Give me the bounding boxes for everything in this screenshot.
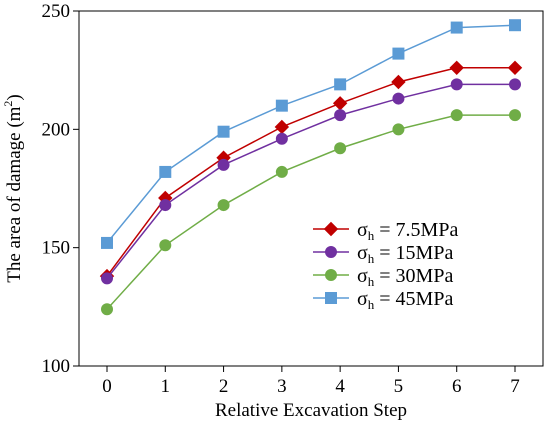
data-point [334, 109, 347, 122]
legend-item: σh = 15MPa [313, 242, 453, 266]
series-line [106, 24, 516, 244]
legend-label: σh = 7.5MPa [357, 219, 458, 243]
data-point [392, 47, 405, 60]
data-point [334, 78, 347, 91]
data-point [392, 123, 405, 136]
legend-swatch-marker [325, 246, 337, 258]
series-0 [99, 60, 523, 284]
data-point [392, 92, 405, 105]
y-axis-label-sup: 2 [1, 101, 15, 107]
legend-value: = 7.5MPa [374, 219, 458, 241]
legend-sigma: σ [357, 265, 368, 287]
data-point [391, 74, 406, 90]
data-point [274, 119, 290, 135]
y-tick-label: 150 [42, 238, 71, 259]
legend-label: σh = 45MPa [357, 288, 453, 312]
data-point [101, 272, 113, 285]
y-tick-label: 100 [42, 356, 71, 377]
legend-label: σh = 15MPa [357, 242, 453, 266]
series-1 [101, 78, 521, 285]
legend-subscript: h [368, 228, 375, 243]
series-2 [101, 109, 521, 316]
data-point [507, 60, 523, 76]
legend-sigma: σ [357, 219, 368, 241]
data-point [449, 60, 464, 76]
x-tick-label: 5 [394, 376, 404, 397]
legend-item: σh = 30MPa [313, 265, 453, 289]
y-tick-label: 200 [42, 119, 71, 140]
data-point [101, 303, 113, 316]
data-point [450, 21, 463, 34]
data-point [450, 109, 463, 122]
legend-sigma: σ [357, 288, 368, 310]
series-line [106, 83, 515, 279]
x-tick-label: 0 [102, 376, 112, 397]
y-axis-label-main: The area of damage (m [4, 106, 25, 282]
data-point [509, 78, 521, 91]
data-point [101, 236, 113, 249]
legend-label: σh = 30MPa [357, 265, 453, 289]
data-point [217, 125, 230, 138]
data-point [509, 19, 521, 32]
data-point [217, 199, 230, 212]
x-tick-label: 1 [161, 376, 171, 397]
data-point [159, 165, 172, 178]
x-axis-label: Relative Excavation Step [215, 400, 407, 421]
data-point [159, 239, 172, 252]
series-line [106, 114, 515, 310]
y-tick-label: 250 [42, 1, 71, 22]
legend-item: σh = 7.5MPa [313, 219, 458, 243]
data-point [275, 165, 288, 178]
series-layer [99, 19, 523, 316]
plot-frame [78, 10, 544, 367]
legend-value: = 15MPa [374, 242, 453, 264]
x-tick-label: 6 [452, 376, 462, 397]
legend-value: = 30MPa [374, 265, 453, 287]
legend-value: = 45MPa [374, 288, 453, 310]
legend-swatch-marker [325, 292, 337, 304]
legend-sigma: σ [357, 242, 368, 264]
data-point [509, 109, 521, 122]
legend-subscript: h [368, 297, 375, 312]
axis-ticks: 100 150 200 250 0 1 2 3 4 5 6 7 [42, 1, 520, 397]
series-line [106, 67, 515, 277]
x-tick-label: 3 [277, 376, 287, 397]
legend-swatch-marker [325, 269, 337, 281]
series-3 [101, 19, 521, 249]
plot-border [78, 10, 544, 367]
data-point [334, 142, 347, 155]
data-point [275, 132, 288, 145]
legend-item: σh = 45MPa [313, 288, 453, 312]
y-axis-label: The area of damage (m2) [1, 94, 25, 283]
legend-swatch-marker [323, 221, 339, 237]
y-axis-label-close: ) [4, 94, 25, 100]
data-point [159, 199, 172, 212]
legend-subscript: h [368, 251, 375, 266]
data-point [450, 78, 463, 91]
x-tick-label: 4 [335, 376, 345, 397]
data-point [275, 99, 288, 112]
x-tick-label: 7 [510, 376, 520, 397]
legend-subscript: h [368, 274, 375, 289]
data-point [217, 158, 230, 171]
x-tick-label: 2 [219, 376, 229, 397]
data-point [332, 96, 348, 111]
